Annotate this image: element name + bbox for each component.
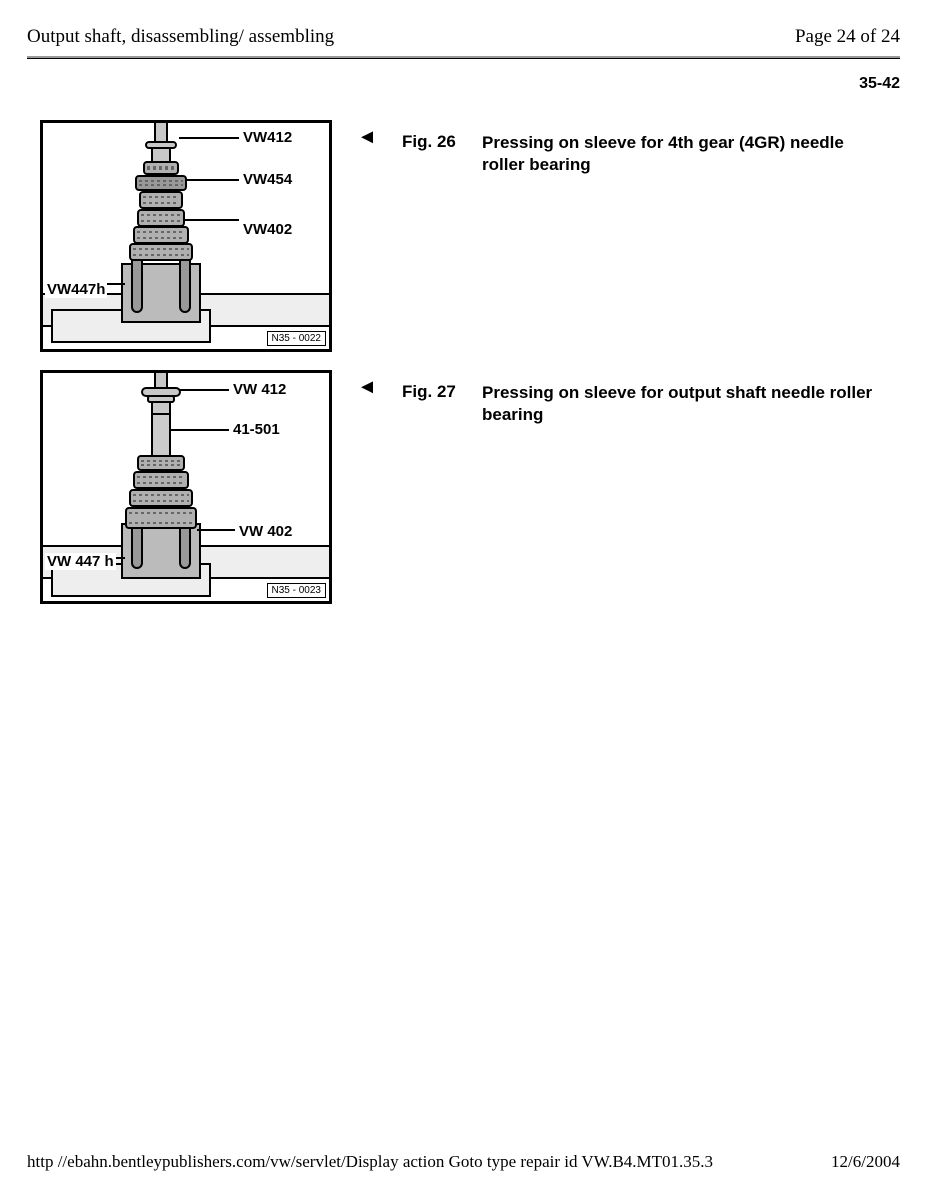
content-area: VW412 VW454 VW402 VW447h N35 - 0022 ◄ Fi… xyxy=(40,120,887,622)
page-number: Page 24 of 24 xyxy=(795,26,900,48)
label-41-501: 41-501 xyxy=(231,421,282,438)
diagram-reference: N35 - 0022 xyxy=(267,331,326,346)
label-vw447h: VW447h xyxy=(45,281,107,298)
figure-row-26: VW412 VW454 VW402 VW447h N35 - 0022 ◄ Fi… xyxy=(40,120,887,352)
label-vw412: VW412 xyxy=(241,129,294,146)
figure-label: Fig. 26 xyxy=(402,132,482,176)
page-title: Output shaft, disassembling/ assembling xyxy=(27,26,334,48)
label-vw454: VW454 xyxy=(241,171,294,188)
pointer-arrow-icon: ◄ xyxy=(357,376,377,399)
section-number: 35-42 xyxy=(859,75,900,93)
label-vw402: VW402 xyxy=(241,221,294,238)
pointer-arrow-icon: ◄ xyxy=(357,126,377,149)
figure-title: Pressing on sleeve for output shaft need… xyxy=(482,382,887,426)
figure-label: Fig. 27 xyxy=(402,382,482,426)
label-vw447h-b: VW 447 h xyxy=(45,553,116,570)
figure-title: Pressing on sleeve for 4th gear (4GR) ne… xyxy=(482,132,887,176)
figure-row-27: VW 412 41-501 VW 402 VW 447 h N35 - 0023… xyxy=(40,370,887,604)
footer-url: http //ebahn.bentleypublishers.com/vw/se… xyxy=(27,1152,713,1172)
footer-date: 12/6/2004 xyxy=(831,1152,900,1172)
label-vw412-b: VW 412 xyxy=(231,381,288,398)
header-divider xyxy=(27,56,900,59)
diagram-fig-27: VW 412 41-501 VW 402 VW 447 h N35 - 0023 xyxy=(40,370,332,604)
diagram-fig-26: VW412 VW454 VW402 VW447h N35 - 0022 xyxy=(40,120,332,352)
label-vw402-b: VW 402 xyxy=(237,523,294,540)
diagram-reference: N35 - 0023 xyxy=(267,583,326,598)
